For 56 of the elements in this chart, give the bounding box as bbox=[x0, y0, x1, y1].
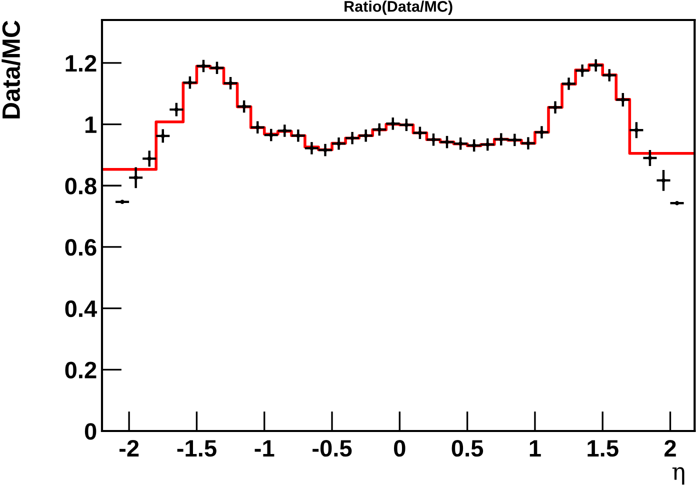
point bbox=[607, 73, 612, 78]
point bbox=[404, 122, 409, 127]
point bbox=[147, 156, 152, 161]
y-axis-title: Data/MC bbox=[2, 20, 20, 118]
point bbox=[310, 146, 314, 150]
x-tick-label: -1 bbox=[254, 440, 274, 456]
point bbox=[594, 63, 598, 68]
point bbox=[444, 140, 450, 144]
point bbox=[431, 138, 436, 142]
point bbox=[566, 82, 571, 86]
x-tick-label: 0.5 bbox=[452, 440, 484, 457]
point bbox=[188, 80, 192, 85]
point bbox=[323, 148, 328, 152]
point bbox=[201, 64, 206, 68]
y-tick-label: 0.6 bbox=[65, 239, 96, 256]
point bbox=[472, 143, 476, 148]
point bbox=[418, 130, 422, 135]
point bbox=[512, 138, 517, 142]
y-tick-label: 0 bbox=[84, 423, 96, 440]
point bbox=[661, 178, 666, 182]
point bbox=[486, 142, 490, 147]
point bbox=[242, 104, 246, 109]
point bbox=[526, 141, 530, 146]
point bbox=[377, 127, 382, 132]
x-tick-label: 1 bbox=[530, 440, 541, 456]
y-tick-label: 1.2 bbox=[66, 55, 96, 72]
y-tick-label: 0.4 bbox=[65, 300, 98, 318]
x-tick-label: -2 bbox=[119, 440, 139, 456]
y-tick-label: 0.2 bbox=[65, 362, 96, 378]
point bbox=[336, 142, 341, 146]
x-tick-label: -0.5 bbox=[312, 440, 352, 457]
point bbox=[228, 81, 233, 86]
point bbox=[634, 128, 639, 132]
point bbox=[282, 128, 287, 133]
point bbox=[580, 68, 584, 73]
x-axis-title: η bbox=[672, 467, 684, 485]
x-tick-label: 2 bbox=[664, 440, 676, 456]
x-tick-label: -1.5 bbox=[177, 440, 216, 457]
point bbox=[390, 122, 395, 126]
point bbox=[296, 134, 300, 138]
chart-title: Ratio(Data/MC) bbox=[344, 0, 452, 15]
point bbox=[499, 137, 504, 142]
point bbox=[269, 132, 274, 138]
point bbox=[214, 66, 220, 70]
point bbox=[256, 125, 260, 130]
y-tick-label: 0.8 bbox=[65, 178, 96, 194]
y-tick-label: 1 bbox=[85, 116, 96, 133]
point bbox=[350, 136, 354, 140]
x-tick-label: 0 bbox=[394, 440, 406, 457]
point bbox=[553, 105, 558, 110]
point bbox=[458, 142, 463, 146]
point bbox=[364, 134, 368, 138]
point bbox=[540, 130, 544, 134]
point bbox=[648, 156, 652, 160]
x-tick-label: 1.5 bbox=[588, 440, 618, 457]
point bbox=[134, 176, 138, 180]
